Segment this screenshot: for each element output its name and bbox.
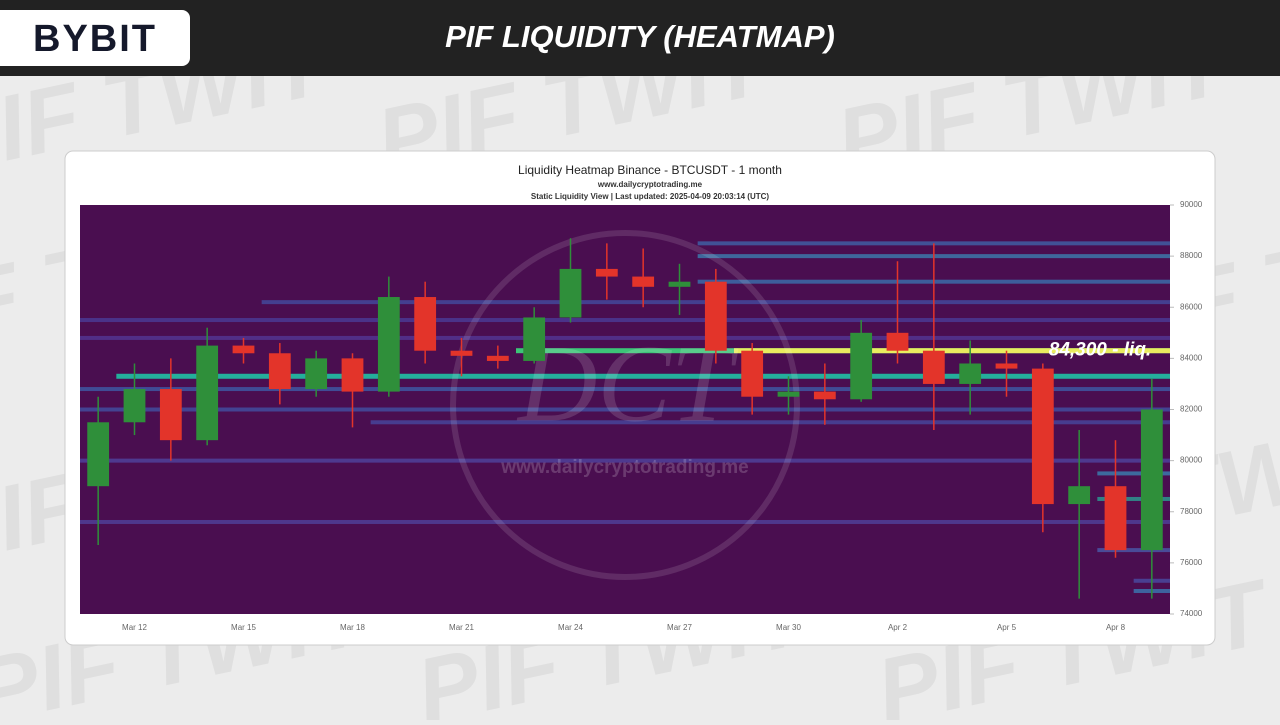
logo-box <box>0 10 190 66</box>
candle-body <box>850 332 873 400</box>
candle-body <box>632 276 655 287</box>
liquidity-band <box>734 348 1170 354</box>
candle-body <box>450 350 473 356</box>
annotation: 84,300 - liq. <box>1049 340 1151 361</box>
candle-body <box>1140 409 1163 551</box>
candle-body <box>232 345 255 354</box>
candle-body <box>1068 486 1091 505</box>
x-tick-label: Mar 30 <box>776 623 801 632</box>
header-bar <box>0 0 1280 76</box>
y-tick-label: 78000 <box>1180 507 1203 516</box>
liquidity-band <box>80 335 1170 340</box>
chart-note: Static Liquidity View | Last updated: 20… <box>531 192 769 201</box>
liquidity-band <box>80 458 1170 463</box>
candle-body <box>995 363 1018 369</box>
candle-body <box>813 391 836 400</box>
y-tick-label: 82000 <box>1180 405 1203 414</box>
x-tick-label: Mar 24 <box>558 623 583 632</box>
candle-body <box>559 268 582 318</box>
liquidity-band <box>80 387 1170 392</box>
y-tick-label: 88000 <box>1180 251 1203 260</box>
candle-body <box>595 268 618 277</box>
candle-body <box>922 350 945 384</box>
chart-title: Liquidity Heatmap Binance - BTCUSDT - 1 … <box>518 163 782 177</box>
candle-body <box>196 345 219 441</box>
candle-body <box>886 332 909 351</box>
candle-body <box>777 391 800 397</box>
candle-body <box>959 363 982 384</box>
candle-body <box>268 353 291 390</box>
candle-body <box>523 317 546 361</box>
candle-body <box>305 358 328 390</box>
liquidity-band <box>1097 471 1170 476</box>
candle-body <box>741 350 764 397</box>
liquidity-band <box>80 318 1170 323</box>
x-tick-label: Apr 5 <box>997 623 1017 632</box>
candle-body <box>486 355 509 361</box>
x-tick-label: Mar 15 <box>231 623 256 632</box>
candle-body <box>1031 368 1054 505</box>
liquidity-band <box>116 373 1170 379</box>
watermark-circle <box>450 230 800 580</box>
x-tick-label: Mar 18 <box>340 623 365 632</box>
watermark-logo: DCT <box>516 322 739 444</box>
liquidity-band <box>370 420 1171 425</box>
liquidity-band <box>80 407 1170 412</box>
x-tick-label: Apr 2 <box>888 623 908 632</box>
candle-body <box>1104 486 1127 551</box>
watermark-url: www.dailycryptotrading.me <box>500 457 748 478</box>
candle-body <box>377 297 400 392</box>
x-tick-label: Mar 21 <box>449 623 474 632</box>
y-tick-label: 86000 <box>1180 302 1203 311</box>
candle-body <box>668 281 691 287</box>
chart-subtitle: www.dailycryptotrading.me <box>597 180 703 189</box>
logo: BYBIT <box>33 18 157 60</box>
y-tick-label: 84000 <box>1180 353 1203 362</box>
liquidity-band <box>1097 548 1170 553</box>
candle-body <box>159 389 182 441</box>
candle-body <box>341 358 364 392</box>
candle-body <box>87 422 110 487</box>
candle-body <box>123 389 146 423</box>
y-tick-label: 80000 <box>1180 456 1203 465</box>
x-tick-label: Mar 27 <box>667 623 692 632</box>
y-tick-label: 90000 <box>1180 200 1203 209</box>
y-tick-label: 76000 <box>1180 558 1203 567</box>
plot: DCT www.dailycryptotrading.me 74000 76000 78… <box>80 200 1203 632</box>
x-tick-label: Mar 12 <box>122 623 147 632</box>
liquidity-band <box>1097 496 1170 501</box>
x-tick-label: Apr 8 <box>1106 623 1126 632</box>
page-title: PIF LIQUIDITY (HEATMAP) <box>445 19 835 54</box>
candle-body <box>414 297 437 351</box>
y-tick-label: 74000 <box>1180 609 1203 618</box>
candle-body <box>704 281 727 351</box>
liquidity-band <box>80 519 1170 524</box>
